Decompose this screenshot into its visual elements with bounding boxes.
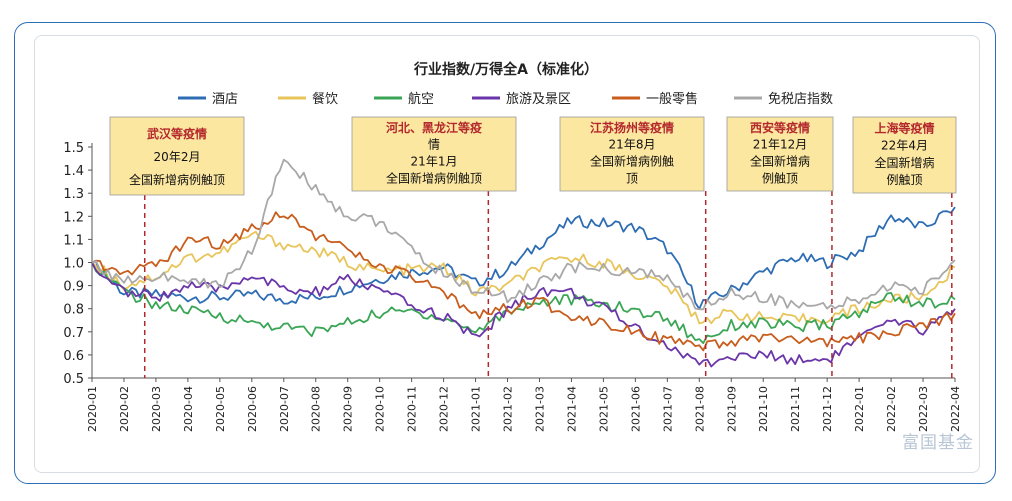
x-tick-label: 2020-09 (342, 386, 355, 432)
event-annotation-text: 20年2月 (154, 150, 201, 164)
legend-label: 餐饮 (312, 91, 338, 107)
y-tick-label: 1.2 (63, 210, 84, 225)
event-annotation-text: 例触顶 (886, 173, 922, 187)
x-tick-label: 2020-04 (182, 386, 195, 432)
event-annotation-text: 西安等疫情 (750, 120, 810, 135)
event-annotation-text: 22年4月 (881, 139, 928, 153)
event-annotation-text: 例触顶 (762, 171, 798, 185)
x-tick-label: 2020-12 (438, 386, 451, 432)
x-tick-label: 2020-08 (310, 386, 323, 432)
watermark-text: 富国基金 (902, 433, 974, 453)
y-tick-label: 0.8 (63, 303, 84, 318)
x-tick-label: 2021-03 (533, 386, 546, 432)
event-annotation-text: 全国新增病例触顶 (129, 172, 225, 187)
x-tick-label: 2020-11 (406, 386, 419, 432)
x-tick-label: 2021-01 (470, 386, 483, 432)
chart-frame (34, 35, 980, 473)
y-tick-label: 0.5 (63, 372, 84, 387)
x-tick-label: 2022-04 (949, 386, 962, 432)
y-tick-label: 1.4 (63, 164, 84, 179)
event-annotation-box (559, 116, 705, 192)
event-annotation-text: 河北、黑龙江等疫 (385, 120, 482, 135)
chart-title: 行业指数/万得全A（标准化） (413, 61, 598, 78)
x-tick-label: 2021-09 (725, 386, 738, 432)
event-annotation-box (852, 116, 957, 194)
x-tick-label: 2021-02 (502, 386, 515, 432)
x-tick-label: 2020-01 (86, 386, 99, 432)
event-annotation-text: 江苏扬州等疫情 (590, 120, 674, 135)
x-tick-label: 2021-10 (757, 386, 770, 432)
series-line (91, 158, 956, 311)
event-annotation-text: 全国新增病 (750, 153, 810, 168)
y-tick-label: 0.6 (63, 349, 84, 364)
legend-label: 酒店 (212, 92, 238, 107)
x-tick-label: 2022-02 (885, 386, 898, 432)
x-tick-label: 2020-02 (118, 386, 131, 432)
legend-label: 一般零售 (646, 91, 698, 107)
event-annotation-text: 全国新增病例触 (590, 153, 674, 168)
event-annotation-text: 上海等疫情 (874, 120, 934, 135)
event-annotation-text: 情 (428, 138, 440, 152)
x-tick-label: 2020-07 (278, 386, 291, 432)
x-tick-label: 2021-04 (565, 386, 578, 432)
series-line (91, 211, 956, 352)
x-tick-label: 2021-06 (629, 386, 642, 432)
x-tick-label: 2022-03 (917, 386, 930, 432)
event-annotation-box (351, 116, 517, 192)
y-tick-label: 1.3 (63, 187, 84, 202)
event-annotation-text: 21年8月 (609, 138, 656, 152)
x-tick-label: 2020-10 (374, 386, 387, 432)
event-annotation-text: 顶 (626, 171, 638, 185)
y-tick-label: 0.9 (63, 280, 84, 295)
x-tick-label: 2020-06 (246, 386, 259, 432)
x-tick-label: 2020-05 (214, 386, 227, 432)
legend-label: 航空 (408, 91, 434, 107)
legend-label: 旅游及景区 (506, 92, 571, 107)
event-annotation-box (109, 116, 245, 196)
event-annotation-text: 21年12月 (753, 138, 808, 152)
outer-frame (14, 22, 996, 484)
x-tick-label: 2020-03 (150, 386, 163, 432)
x-tick-label: 2021-08 (693, 386, 706, 432)
series-line (91, 230, 956, 325)
y-tick-label: 0.7 (63, 326, 84, 341)
x-tick-label: 2021-12 (821, 386, 834, 432)
event-annotation-text: 全国新增病例触顶 (386, 170, 482, 185)
event-annotation-text: 全国新增病 (874, 155, 934, 170)
y-tick-label: 1.0 (63, 257, 84, 272)
x-tick-label: 2022-01 (853, 386, 866, 432)
x-tick-label: 2021-11 (789, 386, 802, 432)
event-annotation-text: 武汉等疫情 (147, 126, 207, 141)
event-annotation-box (726, 116, 834, 192)
y-tick-label: 1.5 (63, 141, 84, 156)
x-tick-label: 2021-05 (597, 386, 610, 432)
legend-label: 免税店指数 (768, 92, 833, 107)
series-line (91, 206, 956, 310)
event-annotation-text: 21年1月 (411, 154, 458, 168)
x-tick-label: 2021-07 (661, 386, 674, 432)
y-tick-label: 1.1 (63, 233, 84, 248)
series-line (91, 262, 956, 345)
